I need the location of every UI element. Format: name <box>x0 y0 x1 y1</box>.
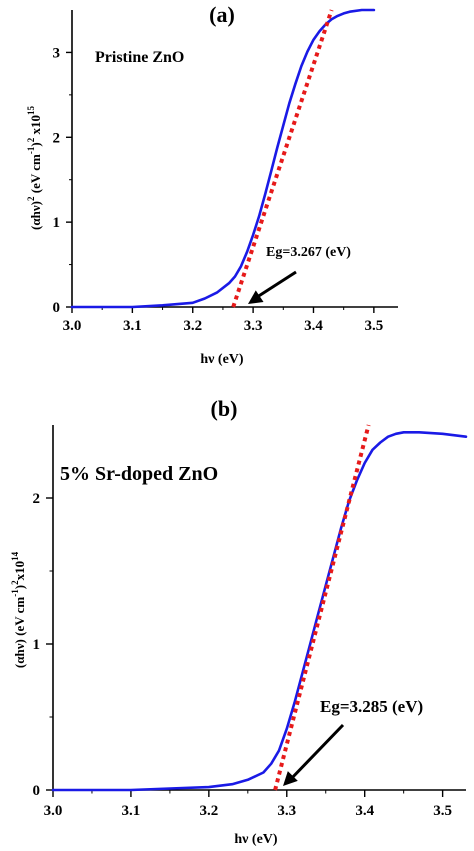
panel-a-ylabel: (αhν)2 (eV cm-1)2 x1015 <box>26 106 43 230</box>
panel-b-x-tick-label: 3.4 <box>355 803 374 819</box>
panel-b-letter: (b) <box>211 396 238 421</box>
panel-b-y-tick-label: 0 <box>33 783 41 799</box>
panel-b: (b) 5% Sr-doped ZnO 3.0 3.1 3.2 3.3 3.4 3.5 0 1… <box>10 396 468 847</box>
panel-a-y-tick-label: 3 <box>53 45 61 61</box>
panel-a-x-tick-label: 3.0 <box>63 318 82 334</box>
panel-b-absorption-curve <box>51 430 468 792</box>
panel-a-letter: (a) <box>209 2 235 27</box>
panel-b-x-tick-label: 3.2 <box>199 803 218 819</box>
panel-a: (a) Pristine ZnO 3.0 3.1 3.2 3.3 3.4 3.50123 … <box>26 2 398 367</box>
panel-a-tauc-fit-line <box>231 9 334 308</box>
panel-b-ylabel: (αhν) (eV cm-1)2x1014 <box>10 551 27 668</box>
panel-b-eg-arrow <box>287 723 345 783</box>
panel-b-eg-label: Eg=3.285 (eV) <box>320 697 423 716</box>
panel-a-eg-label: Eg=3.267 (eV) <box>266 245 351 260</box>
panel-b-x-tick-label: 3.5 <box>433 803 452 819</box>
panel-a-x-tick-label: 3.4 <box>304 318 323 334</box>
panel-a-x-tick-label: 3.5 <box>364 318 383 334</box>
panel-b-sample-label: 5% Sr-doped ZnO <box>60 463 218 485</box>
panel-b-tauc-fit-line <box>273 424 371 791</box>
panel-a-eg-arrowhead <box>248 290 264 304</box>
panel-b-x-tick-label: 3.1 <box>122 803 141 819</box>
panel-a-plot: 3.0 3.1 3.2 3.3 3.4 3.5 0 1 2 3 <box>53 8 398 334</box>
panel-b-x-tick-label: 3.0 <box>44 803 63 819</box>
panel-a-sample-label: Pristine ZnO <box>95 49 184 66</box>
panel-b-xlabel: hν (eV) <box>234 832 278 847</box>
panel-a-xlabel: hν (eV) <box>200 352 244 367</box>
panel-a-absorption-curve <box>70 8 376 309</box>
panel-b-y-tick-label: 1 <box>33 637 41 653</box>
panel-b-x-tick-label: 3.3 <box>277 803 296 819</box>
panel-a-eg-arrow <box>253 270 297 301</box>
panel-a-y-tick-label: 0 <box>53 300 61 316</box>
panel-b-y-tick-label: 2 <box>33 491 41 507</box>
panel-a-y-tick-label: 2 <box>53 130 61 146</box>
panel-b-eg-arrowhead <box>283 771 298 786</box>
panel-b-plot: 3.0 3.1 3.2 3.3 3.4 3.5 0 1 2 <box>33 424 468 819</box>
panel-a-y-tick-label: 1 <box>53 215 61 231</box>
panel-a-x-tick-label: 3.2 <box>183 318 202 334</box>
panel-a-x-tick-label: 3.3 <box>244 318 263 334</box>
panel-a-x-tick-label: 3.1 <box>123 318 142 334</box>
